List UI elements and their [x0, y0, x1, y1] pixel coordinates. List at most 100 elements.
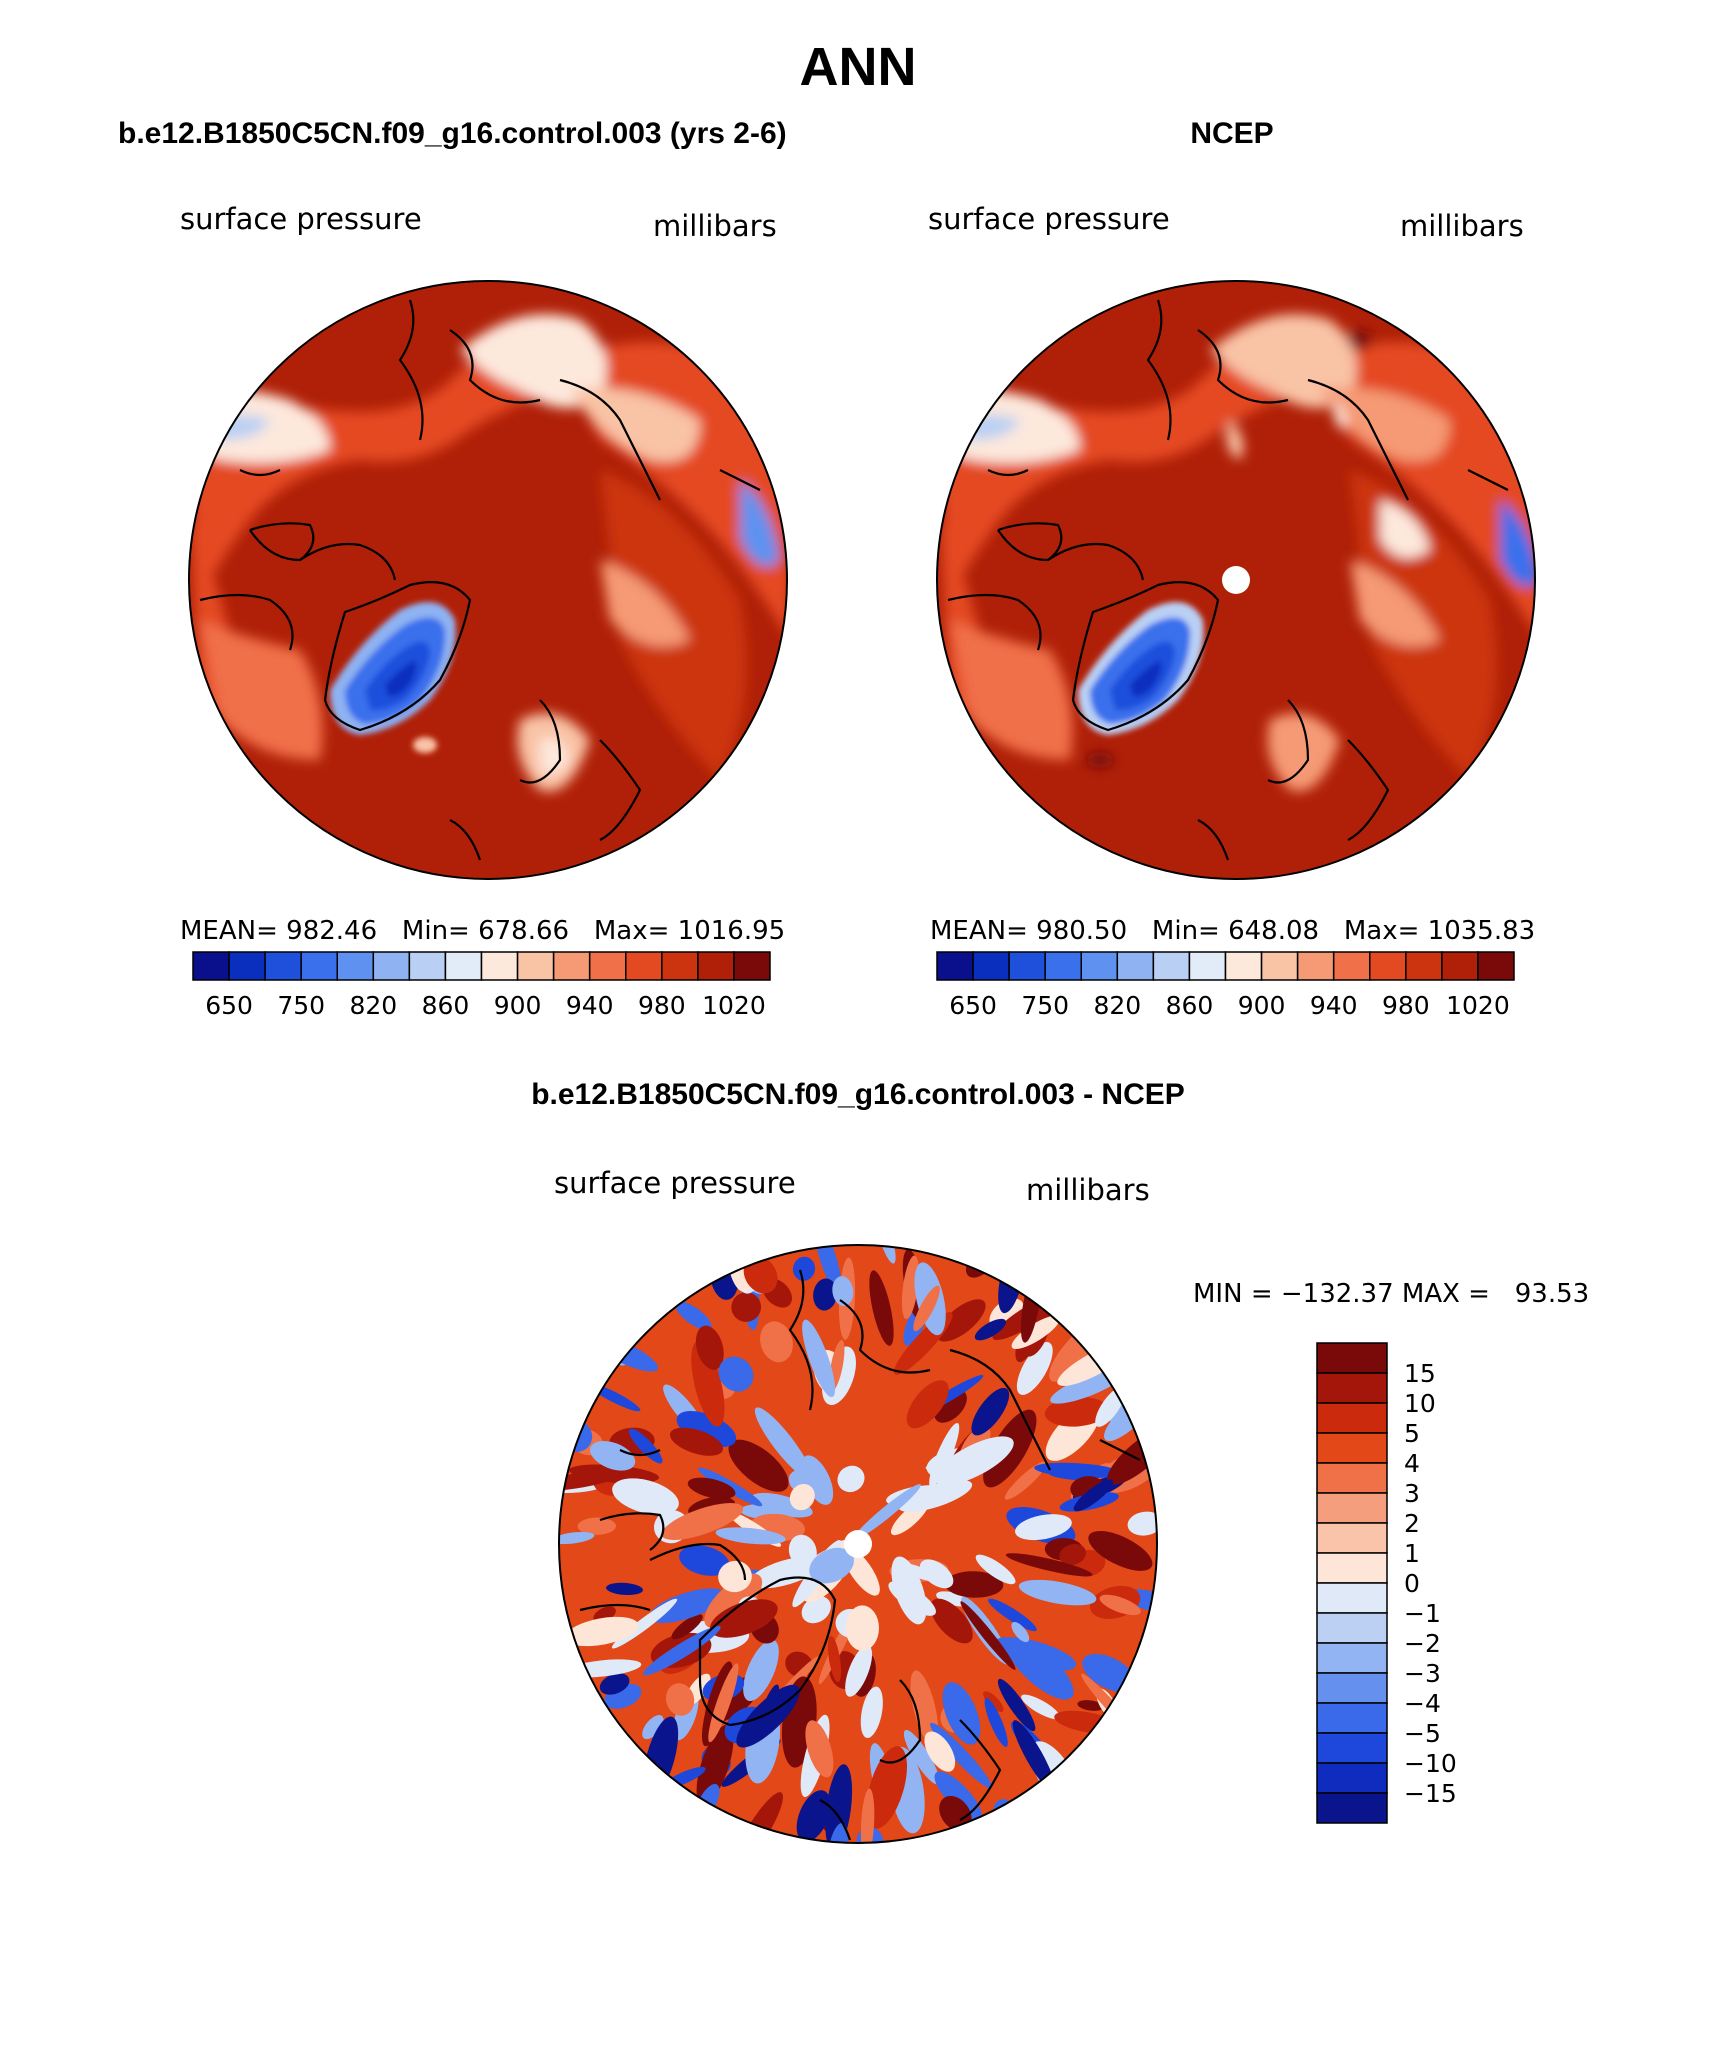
diff-patch	[792, 1256, 816, 1281]
panel1-colorbar-box	[408, 951, 447, 981]
diff-patch	[789, 1483, 815, 1511]
diff-patch	[788, 1534, 817, 1568]
panel3-colorbar-box	[1316, 1552, 1388, 1584]
panel3-pole-hole	[844, 1530, 872, 1558]
diff-patch	[971, 1387, 1010, 1436]
panel1-colorbar-box	[625, 951, 663, 981]
diff-patch	[802, 1319, 836, 1398]
main-title: ANN	[800, 37, 917, 97]
diff-patch	[813, 1278, 838, 1311]
panel3-map-border	[558, 1244, 1158, 1844]
panel1-colorbar-label: 650	[205, 991, 253, 1020]
diff-patch	[832, 1276, 854, 1307]
panel2-colorbar-box	[1080, 951, 1119, 981]
panel2-colorbar-box	[1332, 951, 1371, 981]
panel3-colorbar-box	[1316, 1612, 1388, 1644]
panel3-colorbar-label: −3	[1404, 1659, 1441, 1688]
diff-patch	[559, 1531, 595, 1545]
panel1-colorbar-box	[661, 951, 699, 981]
panel3-colorbar-box	[1316, 1522, 1388, 1554]
diff-patch	[936, 1299, 986, 1342]
diff-patch	[942, 1682, 981, 1745]
panel3-colorbar-label: 2	[1404, 1509, 1420, 1538]
panel3-stats: MIN = −132.37 MAX = 93.53	[1193, 1279, 1589, 1309]
diff-patch	[809, 1547, 854, 1584]
panel1-colorbar-label: 940	[566, 991, 614, 1020]
panel2-map	[937, 281, 1535, 879]
panel1-colorbar-label: 860	[422, 991, 470, 1020]
panel3-colorbar-label: −15	[1404, 1779, 1457, 1808]
diff-patch	[934, 1771, 982, 1821]
panel3-colorbar-label: 5	[1404, 1419, 1420, 1448]
diff-patch	[1021, 1694, 1061, 1720]
diff-patch	[736, 1684, 800, 1748]
diff-patch	[708, 1663, 739, 1743]
panel3-colorbar-box	[1316, 1342, 1388, 1374]
panel3-colorbar-box	[1316, 1792, 1388, 1824]
panel2-colorbar-box	[1044, 951, 1082, 981]
panel1-colorbar-box	[372, 951, 411, 981]
panel3-colorbar-label: −5	[1404, 1719, 1441, 1748]
diff-patch	[718, 1356, 754, 1392]
diff-patch	[715, 1527, 786, 1545]
panel2-right-label: millibars	[1400, 209, 1524, 243]
panel1-map	[189, 281, 787, 879]
panel2-colorbar-box	[1188, 951, 1227, 981]
diff-patch	[577, 1517, 616, 1535]
diff-patch	[648, 1588, 725, 1623]
panel1-left-label: surface pressure	[180, 202, 422, 236]
panel1-colorbar-box	[516, 951, 555, 981]
panel2-colorbar-label: 1020	[1446, 991, 1510, 1020]
panel1-colorbar: 650 750 820 860 900 940 980 1020	[192, 951, 771, 1020]
diff-patch	[675, 1301, 712, 1331]
panel2-colorbar-box	[1296, 951, 1335, 981]
diff-patch	[901, 1255, 919, 1320]
diff-patch	[939, 1795, 972, 1832]
panel1-colorbar-label: 820	[349, 991, 397, 1020]
panel2-colorbar-label: 820	[1093, 991, 1141, 1020]
diff-patch	[1077, 1700, 1104, 1711]
panel1-colorbar-box	[588, 951, 627, 981]
diff-patch	[919, 1559, 954, 1589]
panel2-colorbar-label: 650	[949, 991, 997, 1020]
diff-patch	[934, 1436, 1014, 1486]
diff-patch	[709, 1599, 778, 1638]
panel3-colorbar-label: 4	[1404, 1449, 1420, 1478]
panel1-colorbar-label: 750	[277, 991, 325, 1020]
diff-patch	[665, 1683, 695, 1716]
diff-patch	[837, 1465, 865, 1493]
panel2-colorbar: 650 750 820 860 900 940 980 1020	[936, 951, 1515, 1020]
diff-patch	[1006, 1637, 1074, 1700]
diff-patch	[728, 1439, 789, 1492]
panel3-colorbar-box	[1316, 1372, 1388, 1404]
panel2-colorbar-box	[1152, 951, 1191, 981]
panel2-colorbar-label: 940	[1310, 991, 1358, 1020]
diff-patch	[983, 1691, 1004, 1713]
panel2-title: NCEP	[1190, 117, 1273, 150]
panel2-stats: MEAN= 980.50 Min= 648.08 Max= 1035.83	[930, 916, 1535, 946]
panel3-colorbar-label: 15	[1404, 1359, 1436, 1388]
diff-patch	[743, 1639, 779, 1702]
panel3-right-label: millibars	[1026, 1173, 1150, 1207]
diff-patch	[696, 1724, 734, 1805]
panel3-colorbar-label: 0	[1404, 1569, 1420, 1598]
panel1-map-border	[188, 280, 788, 880]
panel1-right-label: millibars	[653, 209, 777, 243]
diff-patch	[930, 1598, 973, 1644]
diff-patch	[676, 1410, 737, 1448]
panel3-colorbar-box	[1316, 1702, 1388, 1734]
diff-patch	[866, 1746, 907, 1829]
panel2-colorbar-label: 980	[1382, 991, 1430, 1020]
diff-patch	[828, 1822, 848, 1843]
diff-patch	[906, 1380, 949, 1429]
diff-patch	[876, 1245, 896, 1264]
diff-patch	[754, 1407, 812, 1480]
diff-patch	[687, 1477, 736, 1499]
panel3-colorbar-box	[1316, 1642, 1388, 1674]
diff-patch	[731, 1292, 762, 1322]
diff-patch	[671, 1614, 703, 1640]
panel3-colorbar-label: −4	[1404, 1689, 1441, 1718]
panel2-colorbar-box	[1224, 951, 1263, 981]
diff-patch	[984, 1697, 1008, 1747]
diff-patch	[1015, 1514, 1072, 1541]
